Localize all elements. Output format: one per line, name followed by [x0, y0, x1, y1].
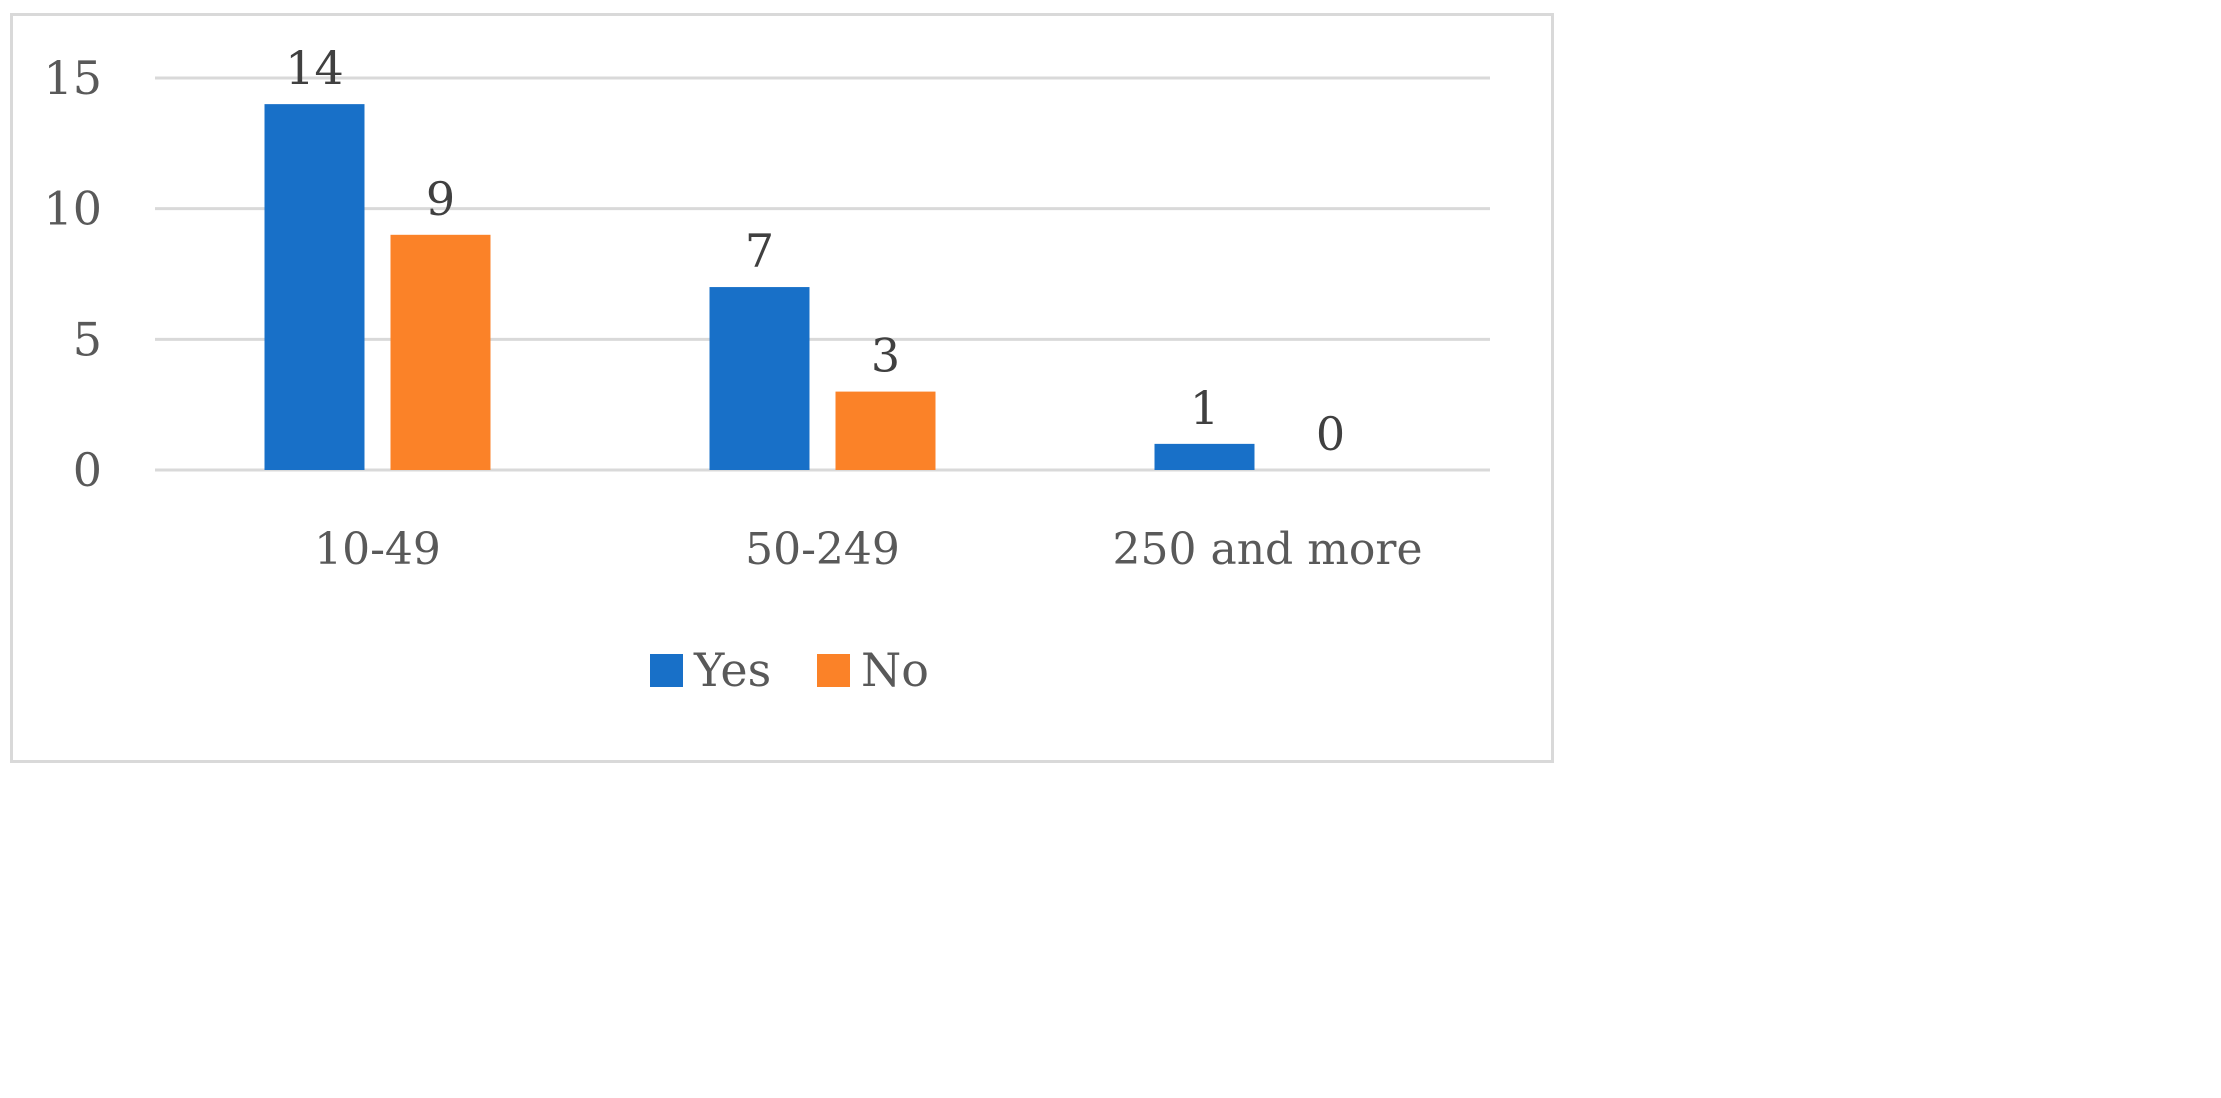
- x-category-label-2: 250 and more: [1113, 524, 1423, 575]
- legend-swatch-yes: [650, 654, 683, 687]
- bar-yes-1: [709, 287, 810, 470]
- legend-swatch-no: [817, 654, 850, 687]
- legend-label-no: No: [861, 643, 929, 697]
- x-axis-category-labels: 10-49 50-249 250 and more: [314, 524, 1422, 575]
- data-labels: 14 9 7 3 1 0: [285, 41, 1345, 461]
- bar-yes-2: [1154, 443, 1255, 470]
- y-tick-label-5: 5: [73, 312, 102, 366]
- data-label-no-1: 3: [871, 329, 900, 383]
- data-label-yes-0: 14: [285, 41, 344, 95]
- y-axis-tick-labels: 0 5 10 15: [43, 51, 102, 497]
- gridlines: [155, 76, 1490, 472]
- x-category-label-1: 50-249: [745, 524, 900, 575]
- y-tick-label-10: 10: [43, 182, 102, 236]
- legend: Yes No: [650, 643, 929, 697]
- data-label-no-0: 9: [426, 172, 455, 226]
- y-tick-label-0: 0: [73, 443, 102, 497]
- data-label-yes-1: 7: [745, 224, 774, 278]
- y-tick-label-15: 15: [43, 51, 102, 105]
- bar-no-1: [835, 391, 936, 470]
- legend-label-yes: Yes: [693, 643, 771, 697]
- data-label-no-2: 0: [1316, 407, 1345, 461]
- bar-yes-0: [264, 104, 365, 470]
- data-label-yes-2: 1: [1190, 381, 1219, 435]
- bars: [264, 104, 1255, 470]
- bar-no-0: [390, 234, 491, 470]
- x-category-label-0: 10-49: [314, 524, 441, 575]
